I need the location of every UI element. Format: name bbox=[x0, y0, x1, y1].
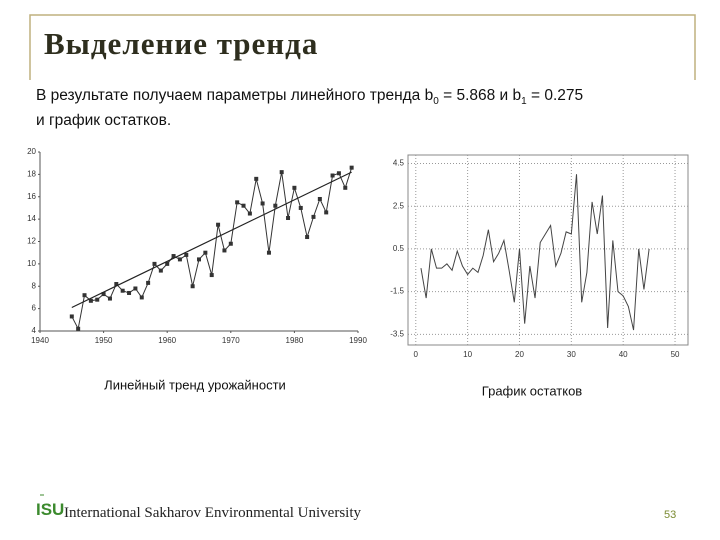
marker bbox=[197, 257, 201, 262]
y-tick-label: 8 bbox=[32, 281, 37, 290]
x-tick-label: 1950 bbox=[95, 336, 113, 345]
y-tick-label: 12 bbox=[27, 237, 36, 246]
y-tick-label: 4.5 bbox=[393, 159, 405, 168]
marker bbox=[222, 248, 227, 253]
marker bbox=[76, 326, 81, 331]
marker bbox=[101, 292, 106, 297]
marker bbox=[292, 185, 297, 190]
logo: ISU bbox=[36, 500, 65, 519]
marker bbox=[209, 273, 214, 278]
text: = 5.868 и b bbox=[438, 87, 522, 104]
x-tick-label: 1940 bbox=[31, 336, 49, 345]
marker bbox=[343, 185, 348, 190]
x-tick-label: 10 bbox=[463, 350, 472, 359]
marker bbox=[203, 250, 208, 255]
y-tick-label: 18 bbox=[27, 169, 36, 178]
y-tick-label: 16 bbox=[27, 192, 36, 201]
marker bbox=[324, 210, 329, 215]
marker bbox=[127, 290, 132, 295]
marker bbox=[177, 257, 182, 262]
x-tick-label: 1970 bbox=[222, 336, 240, 345]
marker bbox=[133, 286, 138, 291]
x-tick-label: 1960 bbox=[158, 336, 176, 345]
slide-title: Выделение тренда bbox=[44, 26, 319, 61]
y-tick-label: 0.5 bbox=[393, 244, 405, 253]
trend-line bbox=[71, 171, 352, 309]
marker bbox=[317, 196, 322, 201]
subscript: 0 bbox=[433, 96, 439, 108]
chart-caption: Линейный тренд урожайности bbox=[104, 377, 286, 392]
marker bbox=[241, 203, 246, 208]
marker bbox=[349, 165, 354, 170]
marker bbox=[107, 296, 112, 301]
marker bbox=[69, 314, 74, 319]
marker bbox=[235, 200, 240, 205]
marker bbox=[152, 261, 157, 266]
x-tick-label: 30 bbox=[567, 350, 576, 359]
marker bbox=[336, 171, 341, 176]
marker bbox=[88, 298, 93, 303]
marker bbox=[273, 203, 278, 208]
footer: International Sakharov Environmental Uni… bbox=[64, 505, 362, 521]
marker bbox=[311, 214, 316, 219]
marker bbox=[330, 173, 335, 178]
marker bbox=[171, 254, 176, 259]
border bbox=[29, 14, 696, 80]
x-tick-label: 40 bbox=[619, 350, 628, 359]
marker bbox=[184, 252, 189, 257]
marker bbox=[254, 176, 259, 181]
subscript: 1 bbox=[521, 96, 527, 108]
marker bbox=[165, 261, 170, 266]
marker bbox=[139, 295, 144, 300]
chart-caption: График остатков bbox=[482, 383, 583, 398]
data-line bbox=[420, 174, 650, 331]
y-tick-label: 4 bbox=[32, 326, 37, 335]
y-tick-label: -3.5 bbox=[390, 329, 404, 338]
marker bbox=[216, 222, 221, 227]
marker bbox=[298, 205, 303, 210]
marker bbox=[247, 211, 252, 216]
marker bbox=[120, 288, 125, 293]
y-tick-label: -1.5 bbox=[390, 287, 404, 296]
x-tick-label: 0 bbox=[414, 350, 419, 359]
y-tick-label: 10 bbox=[27, 259, 36, 268]
marker bbox=[95, 297, 100, 302]
plot-frame bbox=[407, 154, 689, 346]
text: = 0.275 bbox=[526, 87, 584, 104]
marker bbox=[82, 293, 87, 298]
x-tick-label: 20 bbox=[515, 350, 524, 359]
x-tick-label: 1990 bbox=[349, 336, 367, 345]
x-tick-label: 1980 bbox=[286, 336, 304, 345]
y-tick-label: 14 bbox=[27, 214, 36, 223]
y-tick-label: 6 bbox=[32, 304, 37, 313]
marker bbox=[158, 268, 163, 273]
marker bbox=[279, 170, 284, 175]
marker bbox=[266, 250, 271, 255]
marker bbox=[305, 235, 310, 240]
y-tick-label: 2.5 bbox=[393, 201, 405, 210]
marker bbox=[286, 216, 291, 221]
marker bbox=[190, 284, 195, 289]
x-tick-label: 50 bbox=[671, 350, 680, 359]
paragraph: В результате получаем параметры линейног… bbox=[36, 86, 583, 130]
marker bbox=[228, 241, 233, 246]
page-number: 53 bbox=[664, 509, 677, 521]
marker bbox=[260, 201, 265, 206]
marker bbox=[114, 282, 119, 287]
text: и график остатков. bbox=[36, 112, 172, 130]
marker bbox=[146, 280, 151, 285]
y-tick-label: 20 bbox=[27, 147, 36, 156]
text: В результате получаем параметры линейног… bbox=[36, 87, 434, 104]
